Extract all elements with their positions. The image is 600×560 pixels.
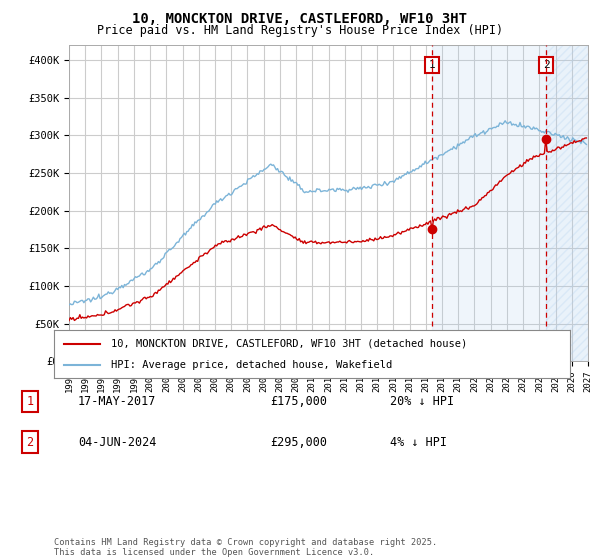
Text: £175,000: £175,000 <box>270 395 327 408</box>
Text: 04-JUN-2024: 04-JUN-2024 <box>78 436 157 449</box>
Text: £295,000: £295,000 <box>270 436 327 449</box>
Text: 1: 1 <box>428 60 435 70</box>
Text: 2: 2 <box>543 60 550 70</box>
Bar <box>546 45 588 361</box>
Text: Price paid vs. HM Land Registry's House Price Index (HPI): Price paid vs. HM Land Registry's House … <box>97 24 503 36</box>
Text: 10, MONCKTON DRIVE, CASTLEFORD, WF10 3HT (detached house): 10, MONCKTON DRIVE, CASTLEFORD, WF10 3HT… <box>111 339 467 349</box>
Text: Contains HM Land Registry data © Crown copyright and database right 2025.
This d: Contains HM Land Registry data © Crown c… <box>54 538 437 557</box>
Text: 2: 2 <box>26 436 34 449</box>
Text: 17-MAY-2017: 17-MAY-2017 <box>78 395 157 408</box>
Text: HPI: Average price, detached house, Wakefield: HPI: Average price, detached house, Wake… <box>111 360 392 370</box>
Text: 4% ↓ HPI: 4% ↓ HPI <box>390 436 447 449</box>
Text: 10, MONCKTON DRIVE, CASTLEFORD, WF10 3HT: 10, MONCKTON DRIVE, CASTLEFORD, WF10 3HT <box>133 12 467 26</box>
Bar <box>432 45 546 361</box>
Text: 1: 1 <box>26 395 34 408</box>
Text: 20% ↓ HPI: 20% ↓ HPI <box>390 395 454 408</box>
